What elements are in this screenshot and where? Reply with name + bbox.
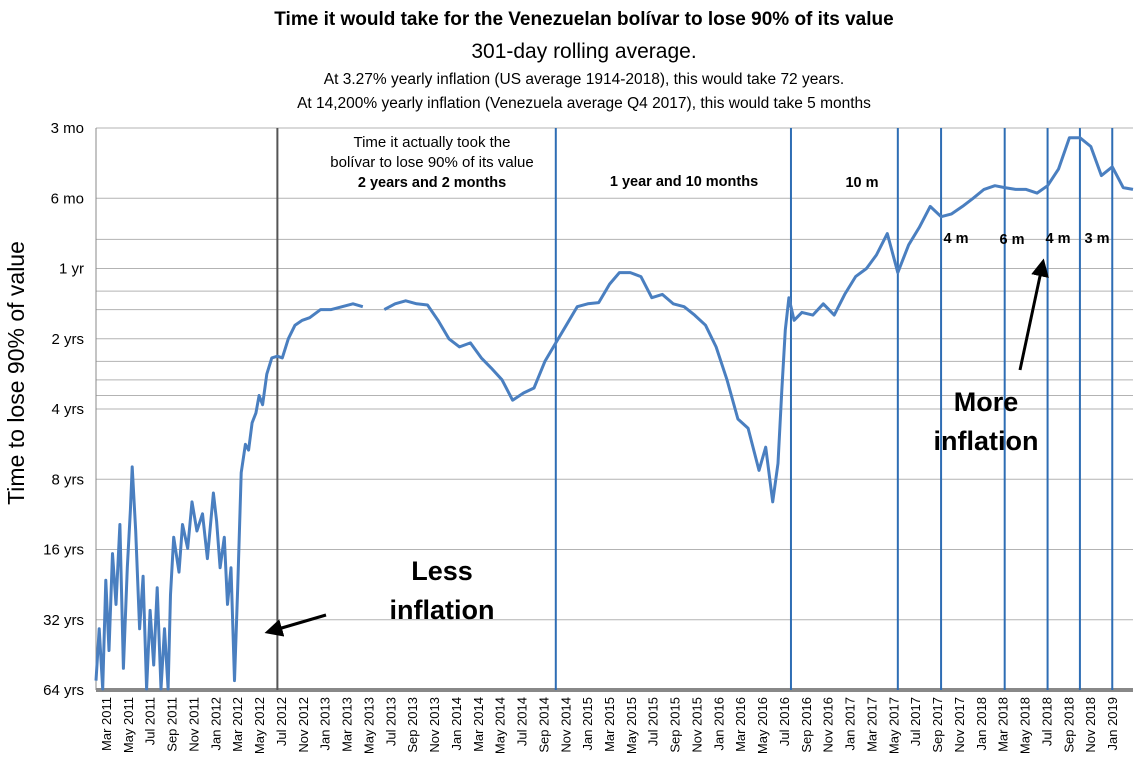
x-tick-label: Sep 2015 xyxy=(668,697,683,753)
x-tick-labels: Mar 2011 May 2011 Jul 2011 Sep 2011 Nov 2011… xyxy=(99,697,1120,754)
y-tick-label: 6 mo xyxy=(51,190,84,207)
x-tick-label: Jul 2011 xyxy=(143,697,158,745)
x-tick-label: Nov 2014 xyxy=(558,697,573,753)
x-tick-label: Nov 2012 xyxy=(296,697,311,753)
x-tick-label: Sep 2014 xyxy=(536,697,551,753)
y-tick-label: 64 yrs xyxy=(43,682,84,699)
chart-note-1: At 3.27% yearly inflation (US average 19… xyxy=(324,71,844,88)
x-tick-label: Jan 2013 xyxy=(318,697,333,751)
x-tick-label: May 2015 xyxy=(624,697,639,754)
chart-subtitle: 301-day rolling average. xyxy=(471,40,696,63)
y-tick-label: 2 yrs xyxy=(51,331,84,348)
x-tick-label: Sep 2018 xyxy=(1061,697,1076,753)
y-tick-label: 16 yrs xyxy=(43,542,84,559)
x-tick-label: Jan 2014 xyxy=(449,697,464,751)
x-tick-label: May 2012 xyxy=(252,697,267,754)
x-tick-label: May 2011 xyxy=(121,697,136,753)
x-tick-label: Nov 2016 xyxy=(821,697,836,753)
x-tick-label: May 2018 xyxy=(1018,697,1033,754)
series-line xyxy=(94,136,1134,691)
x-tick-label: Mar 2017 xyxy=(864,697,879,752)
series-layer xyxy=(94,136,1134,691)
x-tick-label: Nov 2011 xyxy=(186,697,201,752)
x-tick-label: Mar 2016 xyxy=(733,697,748,752)
x-tick-label: Jan 2019 xyxy=(1105,697,1120,751)
x-tick-label: Jan 2016 xyxy=(711,697,726,751)
x-tick-label: Jul 2016 xyxy=(777,697,792,746)
y-tick-label: 32 yrs xyxy=(43,612,84,629)
x-tick-label: Jul 2018 xyxy=(1039,697,1054,746)
x-tick-label: Nov 2015 xyxy=(689,697,704,753)
x-tick-label: Jan 2015 xyxy=(580,697,595,751)
period-label-5: 6 m xyxy=(1000,232,1025,248)
x-tick-label: Jul 2012 xyxy=(274,697,289,746)
gridlines xyxy=(95,127,1133,692)
period-label-6: 4 m xyxy=(1046,231,1071,247)
y-axis-label: Time to lose 90% of value xyxy=(3,241,29,505)
x-tick-label: Mar 2012 xyxy=(230,697,245,752)
chart-title: Time it would take for the Venezuelan bo… xyxy=(274,9,893,30)
period-label-7: 3 m xyxy=(1085,231,1110,247)
period-markers xyxy=(276,128,1114,690)
period-label-2: 1 year and 10 months xyxy=(610,174,758,190)
y-tick-label: 8 yrs xyxy=(51,471,84,488)
x-tick-label: May 2017 xyxy=(886,697,901,754)
y-tick-label: 3 mo xyxy=(51,120,84,137)
x-tick-label: Sep 2017 xyxy=(930,697,945,753)
y-tick-label: 4 yrs xyxy=(51,401,84,418)
period-label-4: 4 m xyxy=(944,231,969,247)
more-inflation-arrow xyxy=(1018,258,1049,371)
x-tick-label: May 2014 xyxy=(493,697,508,754)
less-inflation-arrow xyxy=(264,613,327,637)
x-tick-label: Jul 2017 xyxy=(908,697,923,746)
x-tick-label: Sep 2011 xyxy=(165,697,180,752)
x-tick-label: Sep 2016 xyxy=(799,697,814,753)
more-inflation-label-1: More xyxy=(954,387,1019,417)
x-tick-label: Nov 2017 xyxy=(952,697,967,753)
less-inflation-label-2: inflation xyxy=(390,595,495,625)
x-tick-label: Mar 2011 xyxy=(99,697,114,751)
x-tick-label: Jul 2014 xyxy=(515,697,530,746)
x-tick-label: Mar 2015 xyxy=(602,697,617,752)
x-tick-label: Mar 2014 xyxy=(471,697,486,752)
period-label-3: 10 m xyxy=(845,175,878,191)
x-tick-label: May 2013 xyxy=(361,697,376,754)
x-tick-label: Jan 2012 xyxy=(208,697,223,751)
x-tick-label: Nov 2013 xyxy=(427,697,442,753)
y-tick-label: 1 yr xyxy=(59,261,84,278)
x-tick-label: May 2016 xyxy=(755,697,770,754)
x-tick-label: Mar 2013 xyxy=(340,697,355,752)
took-label-line-2: bolívar to lose 90% of its value xyxy=(330,154,533,171)
y-tick-labels: 3 mo 6 mo 1 yr 2 yrs 4 yrs 8 yrs 16 yrs 32 yrs 6… xyxy=(43,120,84,699)
x-tick-label: Mar 2018 xyxy=(996,697,1011,752)
x-tick-label: Sep 2013 xyxy=(405,697,420,753)
x-tick-label: Jul 2013 xyxy=(383,697,398,746)
x-tick-label: Jan 2018 xyxy=(974,697,989,751)
more-inflation-label-2: inflation xyxy=(934,426,1039,456)
took-label-line-1: Time it actually took the xyxy=(353,134,510,151)
x-tick-label: Jul 2015 xyxy=(646,697,661,746)
x-tick-label: Nov 2018 xyxy=(1083,697,1098,753)
x-tick-label: Jan 2017 xyxy=(843,697,858,751)
less-inflation-label-1: Less xyxy=(411,556,473,586)
period-label-1: 2 years and 2 months xyxy=(358,175,506,191)
chart-note-2: At 14,200% yearly inflation (Venezuela a… xyxy=(297,95,871,112)
